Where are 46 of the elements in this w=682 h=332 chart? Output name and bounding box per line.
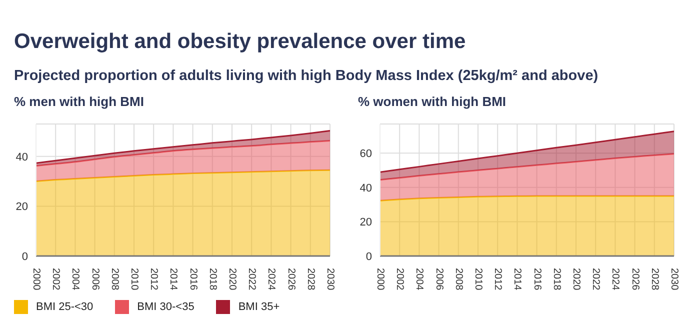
x-tick-label: 2016 xyxy=(187,268,198,291)
x-tick-label: 2002 xyxy=(50,268,62,291)
x-tick-label: 2002 xyxy=(394,268,406,291)
x-tick-label: 2028 xyxy=(304,268,316,291)
x-tick-label: 2006 xyxy=(89,268,100,291)
x-tick-label: 2006 xyxy=(433,268,444,291)
x-tick-label: 2008 xyxy=(452,268,464,291)
chart-title: Overweight and obesity prevalence over time xyxy=(14,30,467,54)
x-tick-label: 2012 xyxy=(148,268,160,291)
y-axis-title: % women with high BMI xyxy=(357,94,508,111)
x-tick-label: 2022 xyxy=(246,268,258,291)
x-tick-label: 2024 xyxy=(266,268,277,291)
y-tick-label: 0 xyxy=(22,250,28,263)
y-tick-label: 20 xyxy=(360,216,372,229)
y-tick-label: 0 xyxy=(366,250,372,263)
x-tick-label: 2026 xyxy=(629,268,640,291)
y-tick-label: 60 xyxy=(360,148,372,160)
y-tick-label: 20 xyxy=(16,201,28,214)
x-tick-label: 2016 xyxy=(531,268,542,291)
y-axis-title: % men with high BMI xyxy=(13,94,145,111)
x-tick-label: 2008 xyxy=(108,268,120,291)
x-tick-label: 2010 xyxy=(472,268,484,291)
x-tick-label: 2020 xyxy=(226,268,238,291)
x-tick-label: 2026 xyxy=(285,268,296,291)
x-tick-label: 2022 xyxy=(590,268,602,291)
x-tick-label: 2018 xyxy=(206,268,218,291)
x-tick-label: 2030 xyxy=(668,268,680,291)
x-tick-label: 2030 xyxy=(324,268,336,291)
legend-label: BMI 30-<35 xyxy=(137,301,194,313)
x-tick-label: 2000 xyxy=(30,268,42,291)
legend-label: BMI 25-<30 xyxy=(36,301,94,313)
y-tick-label: 40 xyxy=(16,151,28,164)
x-tick-label: 2028 xyxy=(648,268,660,291)
x-tick-label: 2018 xyxy=(550,268,562,291)
legend-label: BMI 35+ xyxy=(238,301,280,313)
x-tick-label: 2024 xyxy=(610,268,621,291)
y-tick-label: 40 xyxy=(360,182,372,194)
x-tick-label: 2012 xyxy=(492,268,504,291)
x-tick-label: 2004 xyxy=(414,268,425,291)
x-tick-label: 2014 xyxy=(168,268,179,291)
x-tick-label: 2014 xyxy=(512,268,523,291)
x-tick-label: 2020 xyxy=(570,268,582,291)
x-tick-label: 2000 xyxy=(374,268,386,291)
x-tick-label: 2010 xyxy=(128,268,140,291)
chart-subtitle: Projected proportion of adults living with high Body Mass Index (25kg/m² and above) xyxy=(14,68,600,84)
x-tick-label: 2004 xyxy=(70,268,81,291)
